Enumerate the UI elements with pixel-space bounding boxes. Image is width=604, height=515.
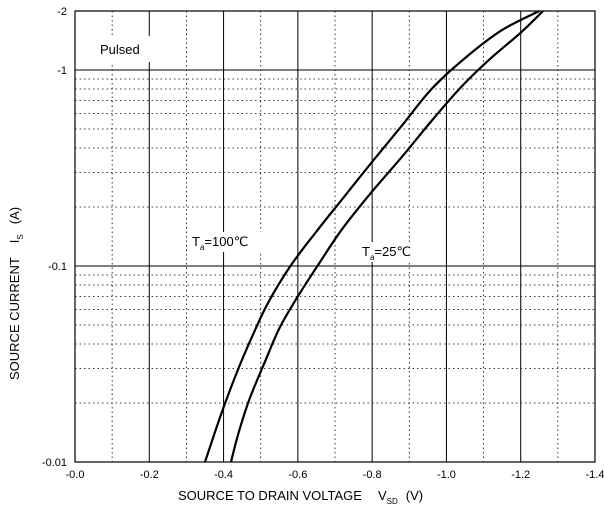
x-tick-label: -0.4 — [214, 469, 233, 481]
x-axis-unit: (V) — [406, 488, 423, 503]
t25-main: T — [362, 244, 370, 259]
y-axis-symbol-sub: S — [16, 234, 25, 239]
t25-label-bg — [358, 242, 424, 262]
pulsed-label-bg — [91, 36, 167, 62]
x-tick-labels: -0.0 -0.2 -0.4 -0.6 -0.8 -1.0 -1.2 -1.4 — [66, 469, 604, 481]
x-tick-label: -1.0 — [437, 469, 456, 481]
y-axis-title: SOURCE CURRENT — [7, 257, 22, 380]
x-axis-title: SOURCE TO DRAIN VOLTAGE — [178, 488, 362, 503]
x-tick-label: -0.6 — [288, 469, 307, 481]
x-tick-label: -0.0 — [66, 469, 85, 481]
t100-sub: a — [200, 243, 205, 252]
y-tick-labels: -0.01 -0.1 -1 -2 — [42, 6, 67, 469]
t25-rest: =25℃ — [374, 244, 411, 259]
y-tick-label: -2 — [57, 6, 67, 18]
y-tick-label: -0.01 — [42, 457, 67, 469]
major-grid — [75, 11, 595, 462]
x-tick-label: -1.4 — [586, 469, 604, 481]
x-axis-label: SOURCE TO DRAIN VOLTAGE VSD (V) — [178, 488, 423, 506]
x-tick-label: -0.2 — [140, 469, 159, 481]
y-tick-label: -0.1 — [48, 261, 67, 273]
t100-rest: =100℃ — [204, 234, 248, 249]
t25-sub: a — [370, 253, 375, 262]
y-tick-label: -1 — [57, 65, 67, 77]
y-axis-unit: (A) — [7, 207, 22, 224]
y-axis-label: SOURCE CURRENT IS (A) — [7, 207, 25, 380]
series-layer — [203, 10, 544, 463]
t100-label-bg — [188, 232, 266, 252]
t25-annotation: Ta=25℃ — [362, 244, 411, 262]
y-axis-symbol: I — [7, 240, 22, 244]
t100-annotation: Ta=100℃ — [192, 234, 248, 252]
series-line-1 — [203, 10, 540, 463]
x-axis-symbol: V — [378, 488, 387, 503]
x-axis-symbol-sub: SD — [387, 497, 398, 506]
pulsed-annotation: Pulsed — [100, 42, 140, 57]
t100-main: T — [192, 234, 200, 249]
plot-frame — [74, 10, 596, 463]
x-tick-label: -1.2 — [511, 469, 530, 481]
x-tick-label: -0.8 — [363, 469, 382, 481]
minor-grid — [75, 11, 595, 462]
series-line-2 — [229, 10, 544, 463]
